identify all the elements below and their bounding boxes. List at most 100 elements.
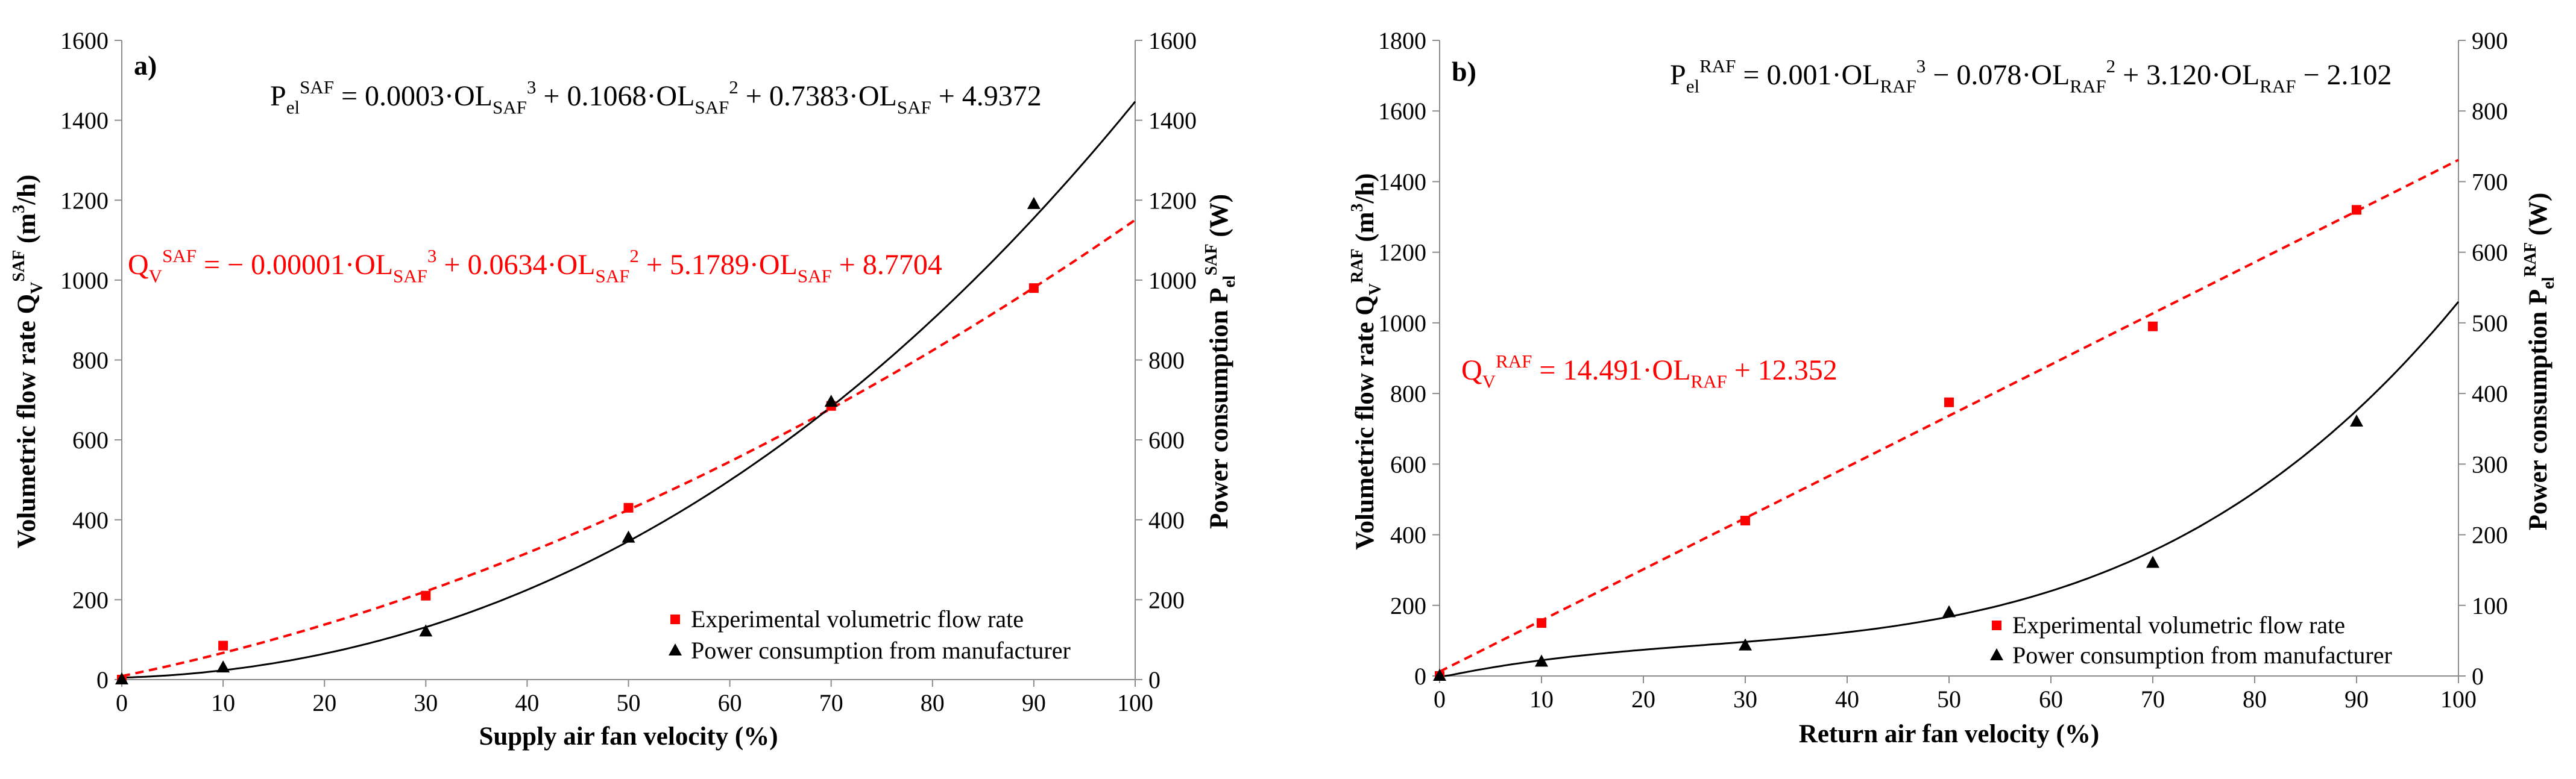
power-point bbox=[622, 530, 635, 543]
x-tick-label: 10 bbox=[1529, 686, 1554, 713]
y-left-tick-label: 1200 bbox=[1378, 239, 1426, 266]
y-left-tick-label: 1400 bbox=[1378, 168, 1426, 195]
x-tick-label: 100 bbox=[1117, 689, 1153, 716]
x-tick-label: 90 bbox=[2345, 686, 2369, 713]
y-left-tick-label: 800 bbox=[1390, 380, 1426, 407]
power-trendline bbox=[121, 101, 1136, 679]
legend: Experimental volumetric flow rate Power c… bbox=[1990, 612, 2392, 669]
y-left-tick-label: 1000 bbox=[1378, 310, 1426, 337]
power-point bbox=[216, 660, 230, 673]
power-point bbox=[2350, 415, 2363, 427]
x-tick-label: 80 bbox=[2243, 686, 2267, 713]
y-left-tick-label: 0 bbox=[96, 666, 109, 693]
x-tick-label: 80 bbox=[921, 689, 945, 716]
power-point bbox=[419, 624, 433, 637]
power-point bbox=[1535, 654, 1548, 667]
flow-rate-point bbox=[421, 590, 431, 601]
chart-panel-a: 0 10 20 30 40 50 60 70 80 90 100020040060080010001… bbox=[10, 27, 1239, 751]
power-point bbox=[2146, 555, 2159, 568]
y-axis-right-label: Power consumption PelRAF (W) bbox=[2521, 193, 2558, 531]
y-right-tick-label: 400 bbox=[1148, 507, 1185, 534]
y-right-tick-label: 900 bbox=[2472, 27, 2508, 54]
legend-entry-flow: Experimental volumetric flow rate bbox=[691, 605, 1024, 633]
legend: Experimental volumetric flow rate Power c… bbox=[669, 605, 1071, 664]
y-axis-right-label: Power consumption PelSAF (W) bbox=[1202, 194, 1239, 529]
power-fit-equation: PelSAF = 0.0003·OLSAF3 + 0.1068·OLSAF2 +… bbox=[270, 77, 1042, 118]
y-right-tick-label: 0 bbox=[1148, 666, 1160, 693]
x-tick-label: 90 bbox=[1022, 689, 1046, 716]
x-axis-label: Return air fan velocity (%) bbox=[1799, 720, 2099, 748]
y-right-tick-label: 800 bbox=[2472, 98, 2508, 125]
flow-rate-point bbox=[1740, 516, 1750, 526]
y-axis-left-label: Volumetric flow rate QVRAF (m3/h) bbox=[1348, 173, 1385, 549]
legend-square-marker bbox=[1992, 621, 2001, 630]
x-tick-label: 0 bbox=[116, 689, 128, 716]
x-tick-label: 60 bbox=[718, 689, 742, 716]
x-tick-label: 30 bbox=[414, 689, 438, 716]
x-axis-label: Supply air fan velocity (%) bbox=[479, 722, 778, 751]
x-tick-label: 100 bbox=[2440, 686, 2477, 713]
x-tick-label: 30 bbox=[1733, 686, 1757, 713]
x-tick-label: 60 bbox=[2039, 686, 2063, 713]
y-right-tick-label: 1200 bbox=[1148, 187, 1197, 214]
legend-entry-power: Power consumption from manufacturer bbox=[2012, 642, 2392, 669]
x-tick-label: 50 bbox=[1937, 686, 1961, 713]
flow-rate-point bbox=[2352, 205, 2361, 215]
flow-rate-point bbox=[1944, 397, 1954, 407]
power-point bbox=[824, 395, 838, 407]
chart-panel-b: 0 10 20 30 40 50 60 70 80 90 100020040060080010001… bbox=[1348, 27, 2558, 748]
power-point bbox=[1433, 669, 1446, 681]
y-axis-left-label: Volumetric flow rate QVSAF (m3/h) bbox=[10, 175, 46, 549]
legend-triangle-marker bbox=[669, 643, 682, 655]
x-tick-label: 40 bbox=[515, 689, 539, 716]
power-point bbox=[1739, 638, 1752, 651]
x-tick-label: 20 bbox=[312, 689, 336, 716]
flow-rate-point bbox=[218, 640, 228, 651]
y-right-tick-label: 600 bbox=[2472, 239, 2508, 266]
y-right-tick-label: 600 bbox=[1148, 427, 1185, 454]
y-left-tick-label: 200 bbox=[72, 586, 109, 613]
y-left-tick-label: 1600 bbox=[60, 27, 109, 54]
y-left-tick-label: 800 bbox=[72, 347, 109, 374]
panel-label: b) bbox=[1452, 56, 1476, 87]
y-right-tick-label: 700 bbox=[2472, 168, 2508, 195]
legend-square-marker bbox=[670, 615, 680, 624]
y-right-tick-label: 1600 bbox=[1148, 27, 1197, 54]
x-tick-label: 70 bbox=[2141, 686, 2165, 713]
y-right-tick-label: 1000 bbox=[1148, 267, 1197, 294]
power-fit-equation: PelRAF = 0.001·OLRAF3 − 0.078·OLRAF2 + 3… bbox=[1670, 55, 2392, 97]
y-right-tick-label: 100 bbox=[2472, 592, 2508, 619]
y-right-tick-label: 0 bbox=[2472, 663, 2484, 690]
y-left-tick-label: 1000 bbox=[60, 267, 109, 294]
flow-rate-point bbox=[2148, 321, 2158, 331]
y-left-tick-label: 200 bbox=[1390, 592, 1426, 619]
x-tick-label: 10 bbox=[211, 689, 235, 716]
legend-triangle-marker bbox=[1990, 648, 2003, 660]
y-right-tick-label: 800 bbox=[1148, 347, 1185, 374]
y-left-tick-label: 600 bbox=[1390, 451, 1426, 478]
x-tick-label: 70 bbox=[819, 689, 843, 716]
flow-fit-equation: QVSAF = − 0.00001·OLSAF3 + 0.0634·OLSAF2… bbox=[128, 245, 942, 287]
y-right-tick-label: 200 bbox=[2472, 522, 2508, 549]
y-right-tick-label: 500 bbox=[2472, 310, 2508, 337]
legend-entry-power: Power consumption from manufacturer bbox=[691, 637, 1071, 664]
y-left-tick-label: 0 bbox=[1414, 663, 1426, 690]
y-left-tick-label: 600 bbox=[72, 427, 109, 454]
panel-label: a) bbox=[134, 50, 157, 81]
flow-fit-equation: QVRAF = 14.491·OLRAF + 12.352 bbox=[1461, 351, 1838, 392]
y-left-tick-label: 400 bbox=[1390, 522, 1426, 549]
y-left-tick-label: 1800 bbox=[1378, 27, 1426, 54]
y-left-tick-label: 1200 bbox=[60, 187, 109, 214]
y-right-tick-label: 200 bbox=[1148, 586, 1185, 613]
y-left-tick-label: 1600 bbox=[1378, 98, 1426, 125]
flow-rate-trendline bbox=[1439, 158, 2459, 673]
flow-rate-point bbox=[1537, 618, 1546, 628]
y-left-tick-label: 400 bbox=[72, 507, 109, 534]
y-right-tick-label: 400 bbox=[2472, 380, 2508, 407]
power-point bbox=[115, 672, 128, 684]
flow-rate-point bbox=[1028, 283, 1039, 293]
x-tick-label: 20 bbox=[1631, 686, 1655, 713]
legend-entry-flow: Experimental volumetric flow rate bbox=[2012, 612, 2345, 639]
y-right-tick-label: 300 bbox=[2472, 451, 2508, 478]
